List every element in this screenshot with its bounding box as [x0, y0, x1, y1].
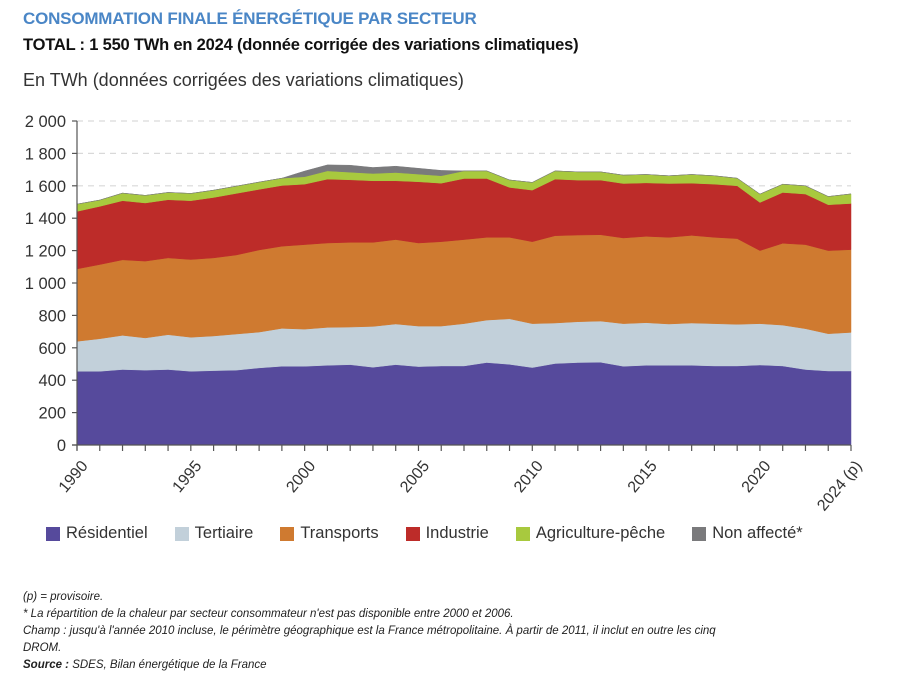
note-scope: Champ : jusqu'à l'année 2010 incluse, le…	[23, 625, 716, 637]
area-résidentiel	[76, 361, 852, 446]
notes: (p) = provisoire. * La répartition de la…	[23, 589, 716, 674]
chart-subtitle: TOTAL : 1 550 TWh en 2024 (donnée corrig…	[23, 36, 579, 54]
source-label: Source :	[23, 659, 70, 671]
x-tick-label: 2020	[739, 458, 775, 496]
x-tick-label: 1995	[170, 458, 206, 496]
x-tick-label: 2024 (p)	[814, 458, 865, 515]
x-tick-label: 1990	[56, 458, 92, 496]
y-tick-label: 600	[38, 340, 66, 358]
note-source: Source : SDES, Bilan énergétique de la F…	[23, 657, 716, 674]
x-tick-label: 2010	[511, 458, 547, 496]
legend-item: Industrie	[405, 524, 489, 543]
legend-label: Non affecté*	[712, 524, 803, 542]
x-axis-ticks: 1990 1995 2000 2005 2010 2015 2020 2024 (p)	[56, 445, 866, 514]
legend-item: Non affecté*	[692, 524, 803, 543]
y-tick-label: 800	[38, 307, 66, 325]
legend-swatch	[174, 526, 189, 541]
legend-label: Transports	[300, 524, 379, 542]
series-areas	[76, 164, 852, 446]
x-tick-label: 2005	[397, 458, 433, 496]
note-scope-cont: DROM.	[23, 642, 62, 654]
legend-swatch	[405, 526, 420, 541]
y-tick-label: 0	[57, 437, 66, 455]
legend-item: Tertiaire	[174, 524, 254, 543]
stacked-area-chart: 0 200 400 600 800 1 000 1 200 1 400 1 600 1 800 2 …	[25, 113, 866, 514]
y-tick-label: 1 600	[25, 178, 66, 196]
y-tick-label: 1 000	[25, 275, 66, 293]
legend-swatch	[692, 526, 707, 541]
y-tick-label: 400	[38, 372, 66, 390]
unit-label: En TWh (données corrigées des variations…	[23, 70, 464, 90]
note-provisional: (p) = provisoire.	[23, 591, 104, 603]
legend-label: Résidentiel	[66, 524, 148, 542]
note-footnote: * La répartition de la chaleur par secte…	[23, 608, 514, 620]
legend-swatch	[46, 526, 60, 541]
source-text: SDES, Bilan énergétique de la France	[69, 659, 267, 671]
y-tick-label: 1 400	[25, 210, 66, 228]
legend-label: Tertiaire	[194, 524, 254, 542]
y-tick-label: 1 800	[25, 145, 66, 163]
area-non-affecté	[76, 164, 852, 205]
legend-item: Agriculture-pêche	[515, 524, 666, 543]
legend-item: Résidentiel	[46, 524, 148, 543]
y-tick-label: 200	[38, 405, 66, 423]
legend-swatch	[280, 526, 295, 541]
y-tick-label: 2 000	[25, 113, 66, 131]
legend-swatch	[515, 526, 530, 541]
chart-title: CONSOMMATION FINALE ÉNERGÉTIQUE PAR SECT…	[23, 9, 477, 28]
y-tick-label: 1 200	[25, 243, 66, 261]
y-axis-ticks: 0 200 400 600 800 1 000 1 200 1 400 1 600 1 800 2 …	[25, 113, 77, 455]
legend-label: Agriculture-pêche	[535, 524, 666, 542]
axes	[72, 121, 851, 450]
x-tick-label: 2000	[283, 458, 319, 496]
legend: Résidentiel Tertiaire Transports Industrie A…	[46, 524, 830, 543]
x-tick-label: 2015	[625, 458, 661, 496]
legend-label: Industrie	[425, 524, 489, 542]
legend-item: Transports	[280, 524, 379, 543]
